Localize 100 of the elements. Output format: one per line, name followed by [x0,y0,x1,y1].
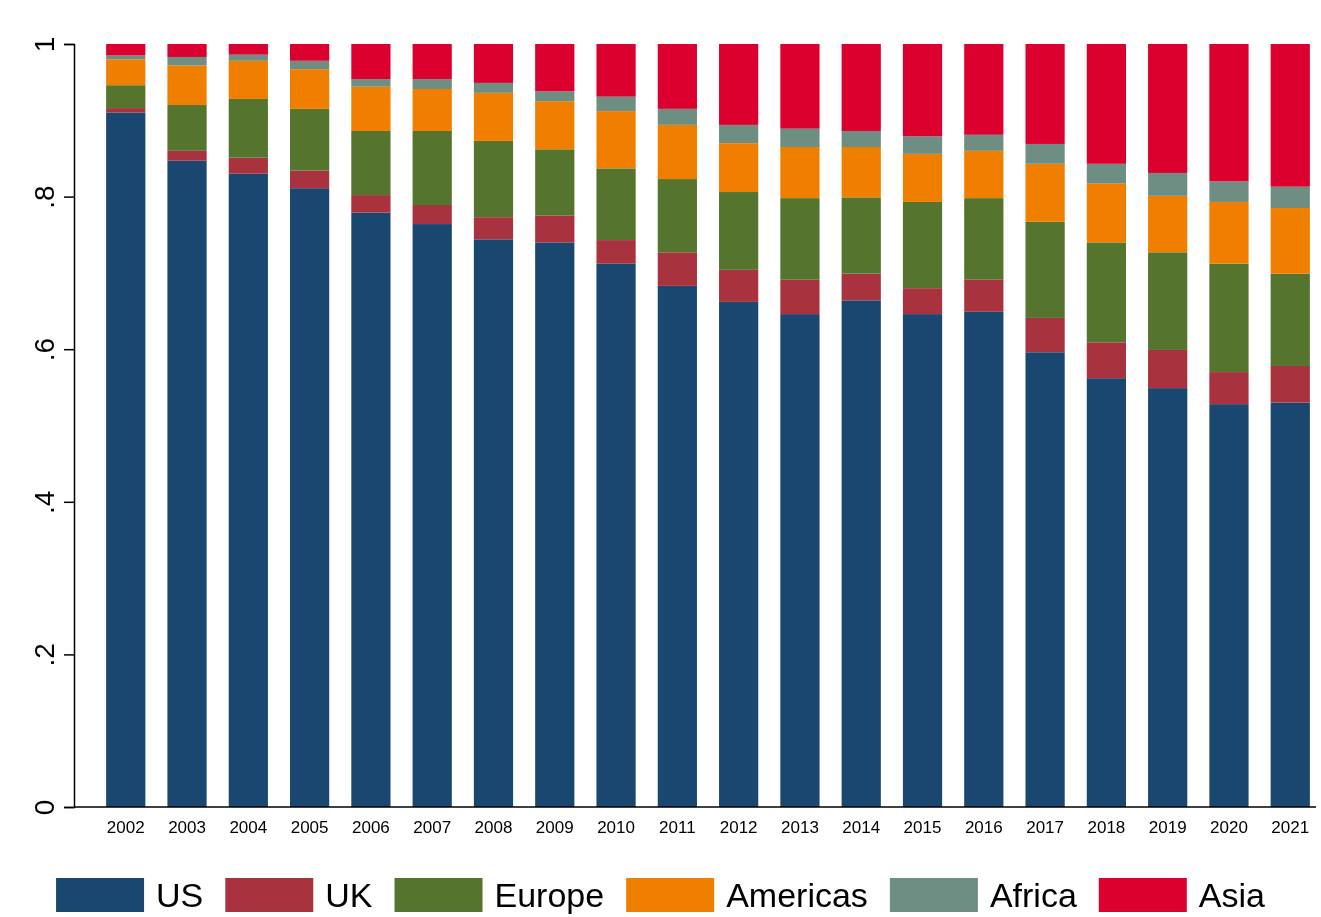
bar [780,147,820,199]
bar [657,124,697,180]
bar [719,44,759,125]
y-tick-label: .2 [28,643,60,667]
x-tick-label: 2004 [229,818,268,838]
bar [535,242,575,807]
bar [841,130,881,148]
bar [1209,263,1249,373]
legend-label: Americas [726,875,868,914]
bar [719,301,759,807]
bar [351,79,391,87]
bar [780,44,820,129]
bar [902,153,943,202]
bar [1148,349,1188,389]
bar [1086,44,1126,164]
bar [290,69,330,109]
bar [1148,388,1188,807]
bar [412,79,452,90]
bar [106,55,146,60]
bar [351,130,391,196]
bar [964,134,1004,151]
bar [412,44,452,80]
bar [412,204,452,225]
bar [841,197,881,274]
bar [167,44,207,57]
bar [106,44,146,56]
y-tick-label: .6 [28,338,60,362]
x-tick-label: 2021 [1271,818,1310,838]
bar [1086,183,1126,243]
bar [1148,44,1188,173]
bar [167,56,207,66]
bar [1270,208,1310,274]
bar [596,111,636,169]
bar [902,136,943,154]
bar [964,198,1004,280]
x-tick-label: 2017 [1026,818,1065,838]
bar [351,86,391,131]
bar [106,59,146,86]
bar [964,150,1004,199]
bar [1025,352,1065,807]
bar [1209,44,1249,182]
x-tick-label: 2008 [474,818,513,838]
bar [657,285,697,807]
bar [106,108,146,113]
bar [596,263,636,807]
bar [596,168,636,241]
bar [780,314,820,807]
legend-label: Asia [1198,875,1266,914]
bar [290,44,330,61]
y-tick-label: .8 [28,185,60,209]
bar [535,215,575,243]
bar [412,89,452,131]
bar [902,314,943,807]
bar [719,124,759,144]
legend-label: US [156,875,204,914]
bar [596,96,636,112]
bar [1025,317,1065,353]
bar [473,140,514,218]
bar [1148,252,1188,350]
bar [841,300,881,807]
bar [167,160,207,807]
x-tick-label: 2020 [1210,818,1248,838]
bar [1270,365,1310,403]
bar [841,44,881,131]
bar [719,269,759,302]
bar [841,147,881,198]
x-tick-label: 2019 [1148,818,1187,838]
bar [167,150,207,161]
bar [657,252,697,286]
bar [902,201,943,289]
bar [596,240,636,264]
bar [596,44,636,97]
bar [290,60,330,70]
x-tick-label: 2002 [106,818,145,838]
legend-label: Europe [494,875,605,914]
bar [473,92,514,141]
x-tick-label: 2013 [781,818,819,838]
bar [228,54,268,61]
bar [657,108,697,125]
x-tick-label: 2016 [964,818,1003,838]
bar [290,108,330,171]
legend-label: UK [325,875,373,914]
x-tick-label: 2014 [842,818,881,838]
bar [351,44,391,80]
bar [535,44,575,92]
bar [719,192,759,270]
bar [1086,242,1126,343]
x-tick-label: 2015 [903,818,942,838]
bar [167,65,207,106]
bar [1209,181,1249,202]
bar [106,85,146,109]
bar [290,188,330,807]
bar [473,217,514,240]
bar [412,130,452,205]
bar [1025,143,1065,164]
bar [167,105,207,151]
bar [535,91,575,102]
bar [473,239,514,807]
bar [228,157,268,174]
bar [1209,372,1249,405]
